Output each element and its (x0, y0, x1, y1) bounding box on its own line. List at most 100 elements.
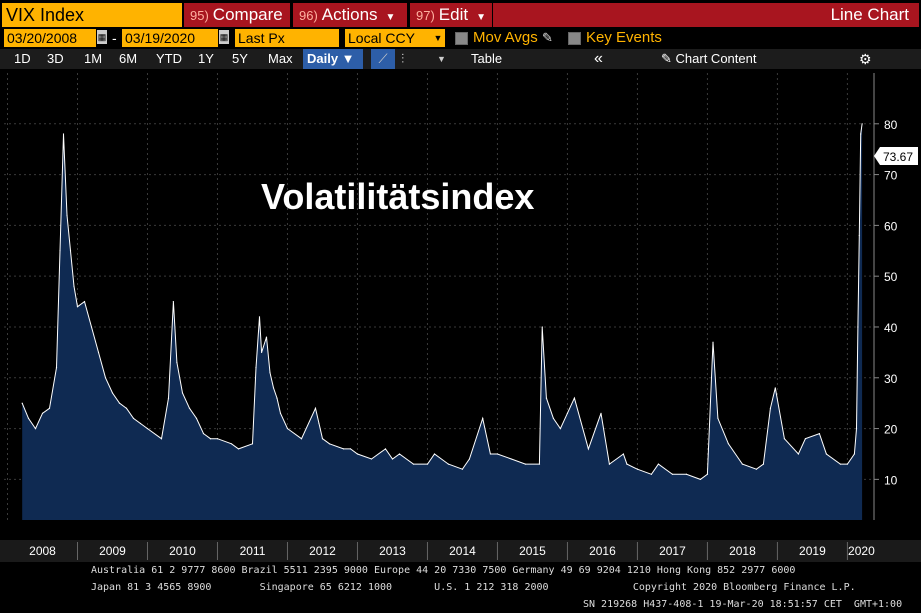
x-tick-label: 2009 (99, 544, 126, 558)
data-point (342, 448, 345, 450)
x-tick-label: 2016 (589, 544, 616, 558)
data-point (237, 448, 240, 450)
x-tick-label: 2017 (659, 544, 686, 558)
data-point (349, 448, 352, 450)
data-point (176, 361, 178, 364)
ticker-field[interactable]: VIX Index (2, 3, 182, 27)
chevron-down-icon[interactable]: ▼ (437, 54, 446, 64)
data-point (118, 402, 121, 404)
data-point (269, 372, 271, 374)
period-1m[interactable]: 1M (84, 51, 103, 66)
data-point (461, 468, 464, 470)
data-point (671, 473, 674, 475)
key-events-label: Key Events (586, 29, 662, 46)
data-point (706, 473, 709, 475)
calendar-icon[interactable]: ▦ (219, 30, 229, 44)
key-events-checkbox[interactable] (568, 32, 581, 45)
x-tick-label: 2010 (169, 544, 196, 558)
x-tick-label: 2020 (848, 544, 875, 558)
data-point (48, 407, 51, 409)
data-point (858, 234, 860, 237)
data-point (412, 463, 415, 465)
chart-type-label: Line Chart (830, 5, 909, 24)
data-point (276, 397, 278, 399)
period-ytd[interactable]: YTD (156, 51, 182, 66)
pencil-icon[interactable]: ✎ (542, 30, 553, 45)
data-point (699, 478, 702, 480)
data-point (489, 453, 492, 455)
data-point (755, 468, 758, 470)
data-point (34, 427, 37, 430)
data-point (59, 250, 61, 252)
bar-chart-icon[interactable]: ⫶ (401, 51, 405, 66)
data-point (566, 412, 569, 414)
edit-number: 97) (416, 8, 435, 23)
toolbar (0, 49, 921, 69)
data-point (855, 427, 858, 430)
date-separator: - (112, 30, 117, 46)
data-point (260, 351, 263, 353)
data-point (160, 438, 163, 440)
data-point (650, 473, 653, 475)
data-point (76, 306, 79, 308)
field-selector[interactable]: Last Px (235, 29, 339, 47)
data-point (804, 438, 807, 440)
last-value-tag (874, 146, 918, 165)
compare-menu[interactable]: 95) Compare (184, 3, 290, 27)
data-point (496, 453, 499, 455)
data-point (839, 463, 842, 465)
data-point (258, 316, 261, 318)
chevron-down-icon[interactable]: ▼ (431, 29, 445, 47)
period-6m[interactable]: 6M (119, 51, 138, 66)
data-point (286, 427, 289, 430)
data-point (636, 468, 639, 470)
chart-content-button[interactable]: ✎ Chart Content (661, 49, 756, 69)
footer-session: SN 219268 H437-408-1 19-Mar-20 18:51:57 … (583, 599, 903, 610)
frequency-selector[interactable]: Daily ▼ (303, 49, 363, 69)
table-button[interactable]: Table (471, 51, 503, 66)
line-chart-icon[interactable]: ⟋ (371, 49, 395, 69)
period-5y[interactable]: 5Y (232, 51, 248, 66)
brush-icon: ✎ (661, 51, 672, 66)
footer-contacts: Australia 61 2 9777 8600 Brazil 5511 239… (91, 565, 796, 576)
data-point (318, 422, 320, 425)
y-tick-label: 20 (884, 423, 898, 437)
data-point (21, 402, 23, 404)
data-point (600, 412, 602, 414)
period-max[interactable]: Max (268, 51, 293, 66)
period-3d[interactable]: 3D (47, 51, 64, 66)
period-1d[interactable]: 1D (14, 51, 31, 66)
end-date-input[interactable]: 03/19/2020 (122, 29, 218, 47)
data-point (104, 377, 107, 379)
x-tick-label: 2019 (799, 544, 826, 558)
data-point (90, 326, 93, 328)
data-point (622, 453, 625, 455)
start-date-input[interactable]: 03/20/2008 (4, 29, 96, 47)
compare-number: 95) (190, 8, 209, 23)
period-1y[interactable]: 1Y (198, 51, 214, 66)
data-point (230, 443, 233, 445)
data-point (685, 473, 688, 475)
data-point (97, 351, 100, 353)
gear-icon[interactable]: ⚙ (859, 51, 872, 67)
data-point (398, 453, 401, 455)
mov-avgs-checkbox[interactable] (455, 32, 468, 45)
actions-menu[interactable]: 96) Actions ▼ (293, 3, 407, 27)
data-point (265, 336, 268, 338)
chart-title: Volatilitätsindex (261, 176, 535, 217)
mov-avgs-label: Mov Avgs (473, 29, 538, 46)
data-point (328, 443, 331, 445)
collapse-icon[interactable]: « (594, 50, 603, 67)
currency-selector[interactable]: Local CCY (345, 29, 431, 47)
data-point (797, 453, 800, 455)
data-point (202, 433, 205, 435)
calendar-icon[interactable]: ▦ (97, 30, 107, 44)
footer-contacts-2: Japan 81 3 4565 8900 Singapore 65 6212 1… (91, 582, 856, 593)
edit-dropdown-icon: ▼ (476, 12, 486, 23)
edit-menu[interactable]: 97) Edit ▼ (410, 3, 492, 27)
y-tick-label: 60 (884, 219, 898, 233)
data-point (447, 463, 450, 465)
data-point (69, 250, 72, 252)
data-point (426, 463, 429, 465)
data-point (774, 387, 776, 389)
